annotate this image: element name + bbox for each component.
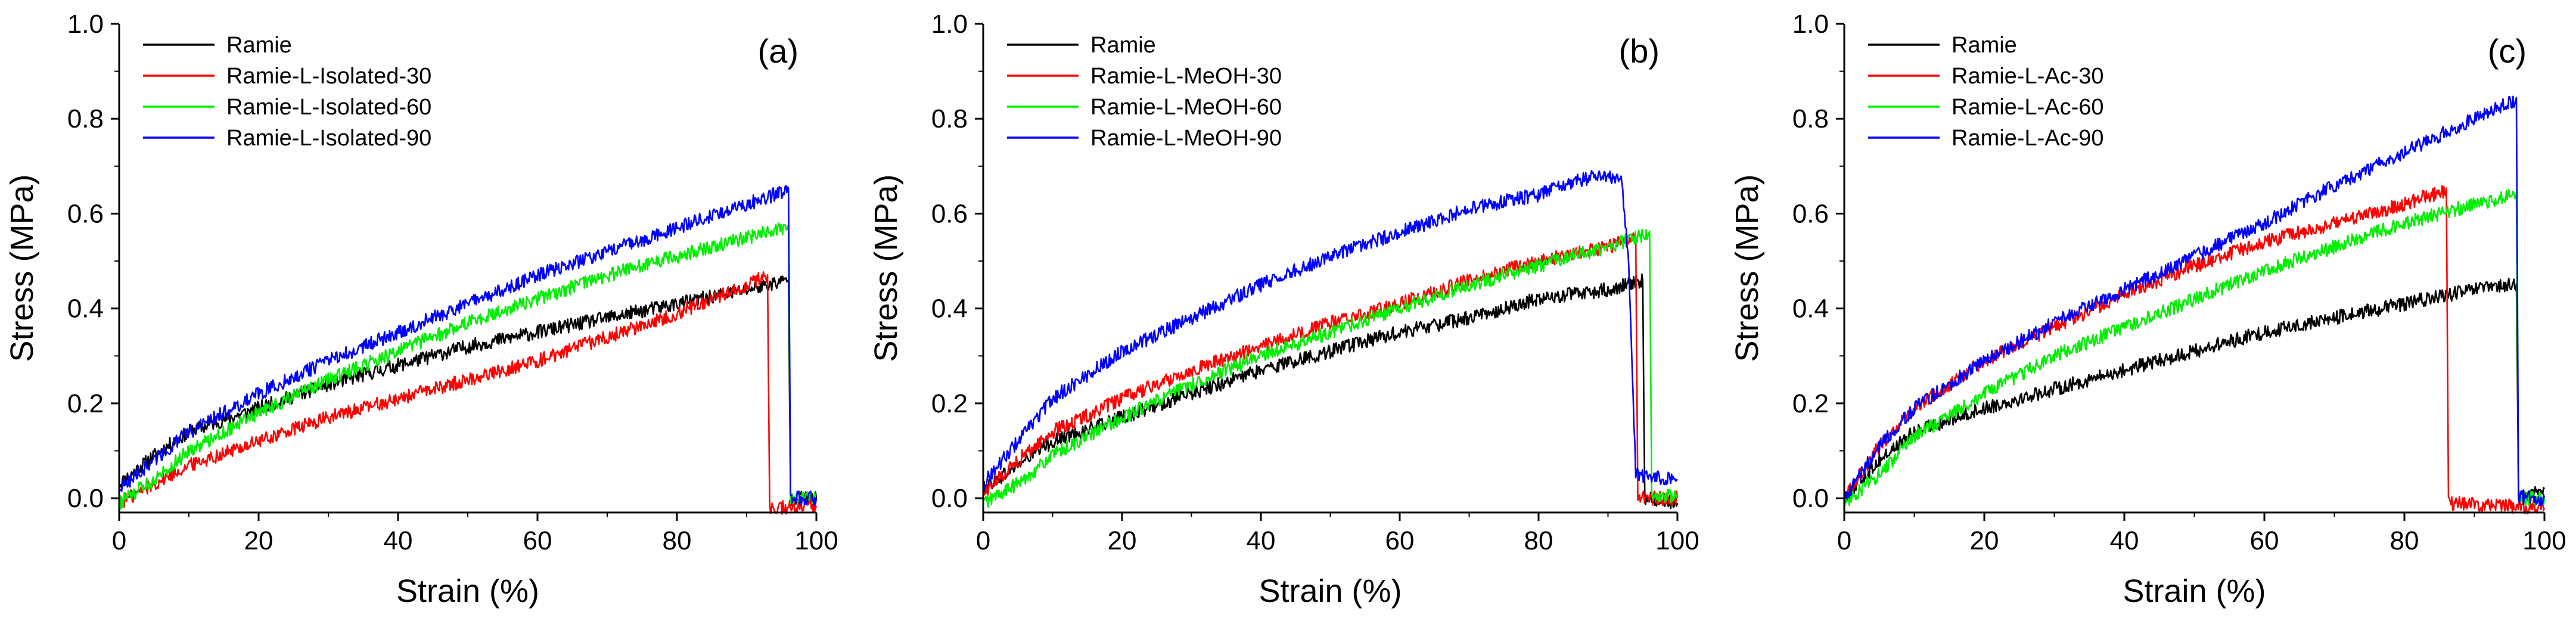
- x-tick-label: 80: [663, 526, 692, 555]
- legend-label-3: Ramie-L-Ac-90: [1952, 126, 2104, 151]
- x-tick-label: 40: [1247, 526, 1276, 555]
- x-tick-label: 60: [2250, 526, 2279, 555]
- legend-label-2: Ramie-L-MeOH-60: [1090, 95, 1282, 120]
- y-tick-label: 0.6: [1792, 199, 1829, 228]
- x-tick-label: 80: [2390, 526, 2419, 555]
- x-tick-label: 0: [112, 526, 126, 555]
- y-tick-label: 0.4: [1792, 294, 1829, 324]
- panel-b: 0 20 40 60 80 100 0.0 0.2 0.4 0.6 0.8 1.0 Strain (%)…: [868, 10, 1699, 609]
- y-axis-title: Stress (MPa): [868, 174, 904, 362]
- y-tick-label: 1.0: [67, 10, 104, 39]
- legend-label-0: Ramie: [1952, 33, 2017, 58]
- y-tick-label: 0.0: [67, 484, 104, 513]
- x-tick-label: 60: [523, 526, 552, 555]
- legend-label-0: Ramie: [226, 33, 292, 58]
- x-tick-label: 20: [244, 526, 274, 555]
- x-tick-label: 20: [1970, 526, 1999, 555]
- y-tick-label: 0.6: [931, 199, 968, 228]
- y-tick-label: 0.4: [931, 294, 968, 324]
- y-tick-label: 0.2: [931, 389, 968, 418]
- x-tick-label: 100: [794, 526, 838, 555]
- y-tick-label: 0.6: [67, 199, 104, 228]
- legend-label-3: Ramie-L-Isolated-90: [226, 126, 431, 151]
- series-line-0: [1843, 278, 2546, 505]
- series-line-3: [118, 185, 818, 507]
- legend-label-0: Ramie: [1090, 33, 1156, 58]
- series-line-1: [982, 232, 1679, 506]
- series-line-2: [1843, 189, 2546, 510]
- x-tick-label: 0: [1837, 526, 1851, 555]
- y-axis-title: Stress (MPa): [1729, 174, 1765, 362]
- series-line-0: [982, 273, 1679, 509]
- legend-label-2: Ramie-L-Isolated-60: [226, 95, 431, 120]
- legend-label-1: Ramie-L-MeOH-30: [1090, 64, 1282, 89]
- x-tick-label: 100: [1655, 526, 1699, 555]
- x-axis-title: Strain (%): [2123, 573, 2266, 609]
- y-tick-label: 1.0: [931, 10, 968, 39]
- series-line-2: [983, 228, 1679, 508]
- x-tick-label: 80: [1524, 526, 1553, 555]
- x-tick-label: 20: [1108, 526, 1137, 555]
- y-tick-label: 0.8: [931, 104, 968, 133]
- legend-label-1: Ramie-L-Isolated-30: [226, 64, 431, 89]
- y-tick-label: 0.2: [67, 389, 104, 418]
- legend-label-2: Ramie-L-Ac-60: [1952, 95, 2104, 120]
- panel-a: 0 20 40 60 80 100 0.0 0.2 0.4 0.6 0.8 1.0 Strain (%)…: [4, 10, 838, 609]
- series-line-2: [118, 222, 818, 509]
- x-axis-title: Strain (%): [1259, 573, 1402, 609]
- panel-c: 0 20 40 60 80 100 0.0 0.2 0.4 0.6 0.8 1.0 Strain (%)…: [1729, 10, 2566, 609]
- x-tick-label: 40: [2110, 526, 2139, 555]
- x-tick-label: 60: [1385, 526, 1415, 555]
- panel-label: (b): [1619, 32, 1660, 70]
- series-line-3: [1843, 95, 2546, 506]
- y-tick-label: 0.8: [1792, 104, 1829, 133]
- legend-label-3: Ramie-L-MeOH-90: [1090, 126, 1282, 151]
- series-line-1: [118, 271, 818, 515]
- series-line-3: [982, 170, 1678, 490]
- x-tick-label: 0: [976, 526, 990, 555]
- y-tick-label: 0.2: [1792, 389, 1829, 418]
- y-axis-title: Stress (MPa): [4, 174, 40, 362]
- panel-label: (c): [2488, 32, 2527, 70]
- legend-label-1: Ramie-L-Ac-30: [1952, 64, 2104, 89]
- x-tick-label: 100: [2522, 526, 2566, 555]
- y-tick-label: 0.4: [67, 294, 104, 324]
- x-tick-label: 40: [384, 526, 413, 555]
- panel-label: (a): [758, 32, 798, 70]
- y-tick-label: 0.0: [931, 484, 968, 513]
- x-axis-title: Strain (%): [396, 573, 539, 609]
- y-tick-label: 0.8: [67, 104, 104, 133]
- series-line-0: [118, 275, 818, 507]
- y-tick-label: 0.0: [1792, 484, 1829, 513]
- y-tick-label: 1.0: [1792, 10, 1829, 39]
